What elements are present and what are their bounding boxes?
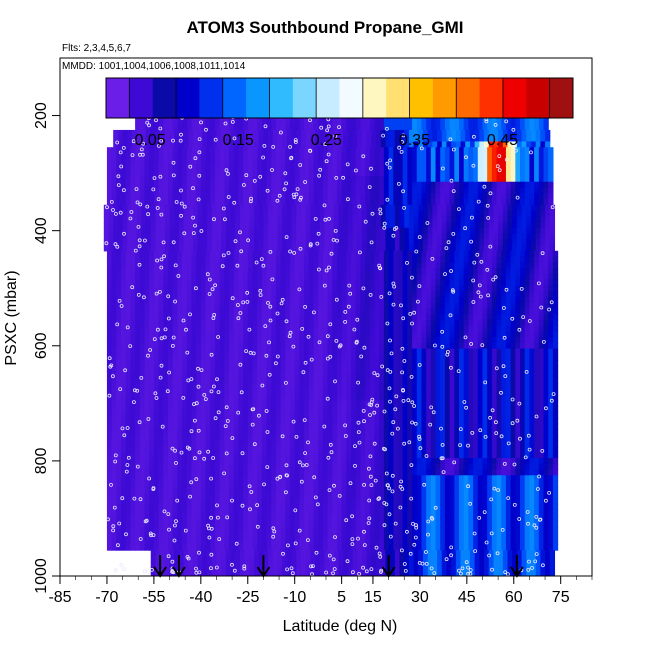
colorbar-swatch [176, 78, 200, 118]
colorbar-swatch [549, 78, 574, 118]
x-axis: -85 -70 -55 -40 -25 -10 5 15 30 45 60 75 [48, 576, 593, 606]
colorbar-swatch [386, 78, 411, 118]
colorbar-tick-label: 0.45 [487, 132, 518, 149]
x-tick-label: 15 [364, 589, 382, 606]
colorbar-tick-label: 0.35 [399, 132, 430, 149]
y-tick-label: 200 [33, 102, 50, 129]
y-tick-label: 1000 [33, 558, 50, 594]
x-tick-label: 45 [458, 589, 476, 606]
x-tick-label: -25 [236, 589, 259, 606]
colorbar-swatch [316, 78, 340, 118]
colorbar-swatch [479, 78, 504, 118]
colorbar: 0.05 0.15 0.25 0.35 0.45 [105, 77, 574, 149]
colorbar-swatch [432, 78, 457, 118]
y-tick-label: 600 [33, 332, 50, 359]
x-tick-label: 60 [505, 589, 523, 606]
sample-points-layer [104, 102, 556, 576]
colorbar-swatch [222, 78, 247, 118]
x-tick-label: -40 [189, 589, 212, 606]
colorbar-swatch [269, 78, 294, 118]
chart-title: ATOM3 Southbound Propane_GMI [186, 18, 464, 37]
colorbar-swatch [502, 78, 527, 118]
colorbar-swatch [409, 78, 434, 118]
colorbar-swatch [526, 78, 551, 118]
colorbar-swatch [362, 78, 387, 118]
colorbar-tick-label: 0.25 [311, 132, 342, 149]
y-axis: 200 400 600 800 1000 [33, 102, 60, 594]
colorbar-swatch [339, 78, 364, 118]
colorbar-swatch [292, 78, 317, 118]
x-tick-label: -70 [95, 589, 118, 606]
y-tick-label: 400 [33, 217, 50, 244]
x-tick-label: 30 [411, 589, 429, 606]
colorbar-tick-label: 0.05 [135, 132, 166, 149]
flights-note: Flts: 2,3,4,5,6,7 [62, 43, 131, 54]
colorbar-swatch [106, 78, 130, 118]
dates-note: MMDD: 1001,1004,1006,1008,1011,1014 [62, 61, 246, 72]
x-tick-label: 75 [552, 589, 570, 606]
y-axis-label: PSXC (mbar) [3, 270, 20, 365]
colorbar-tick-label: 0.15 [223, 132, 254, 149]
colorbar-swatch [246, 78, 270, 118]
x-tick-label: 5 [337, 589, 346, 606]
colorbar-swatch [199, 78, 224, 118]
colorbar-swatch [129, 78, 154, 118]
colorbar-swatch [152, 78, 177, 118]
heatmap-layer [103, 95, 559, 576]
x-tick-label: -10 [283, 589, 306, 606]
x-tick-label: -85 [48, 589, 71, 606]
colorbar-swatch [456, 78, 481, 118]
y-tick-label: 800 [33, 447, 50, 474]
x-axis-label: Latitude (deg N) [283, 618, 398, 635]
x-tick-label: -55 [142, 589, 165, 606]
